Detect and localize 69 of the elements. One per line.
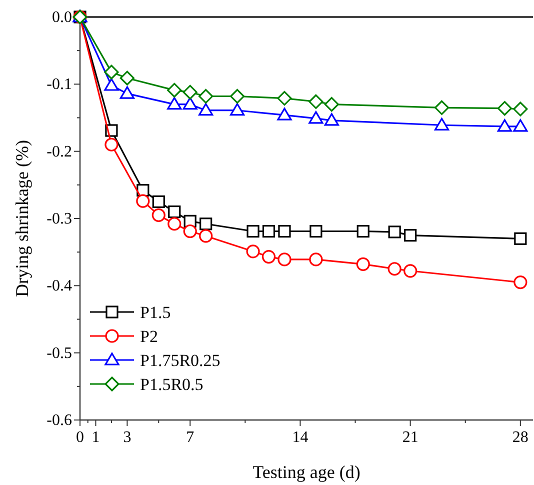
point: [404, 264, 418, 278]
point: [168, 217, 182, 231]
point: [167, 82, 182, 98]
legend-label: P1.5: [140, 303, 171, 322]
point: [310, 224, 322, 238]
point: [198, 103, 214, 116]
point: [167, 97, 182, 110]
x-tick-label: 7: [186, 429, 194, 446]
x-tick-label: 21: [402, 429, 418, 446]
point: [434, 100, 450, 115]
point: [104, 138, 118, 152]
point: [182, 97, 198, 110]
point: [324, 113, 339, 126]
y-axis-title: Drying shrinkage (%): [12, 140, 32, 297]
point: [168, 205, 181, 218]
point: [182, 84, 198, 100]
point: [278, 252, 292, 266]
y-tick-label: -0.6: [46, 412, 72, 429]
point: [104, 64, 119, 80]
point: [262, 224, 276, 238]
y-tick-label: 0.0: [52, 9, 72, 26]
point: [230, 88, 245, 104]
x-tick-label: 1: [92, 429, 100, 446]
point: [497, 119, 512, 132]
x-axis-title: Testing age (d): [252, 462, 360, 482]
point: [308, 94, 324, 109]
legend-label: P1.75R0.25: [140, 351, 220, 370]
point: [404, 228, 417, 242]
point: [199, 229, 213, 243]
point: [200, 218, 212, 230]
point: [120, 86, 134, 99]
point: [104, 78, 119, 91]
point: [246, 244, 260, 258]
point: [246, 224, 260, 238]
point: [388, 226, 401, 238]
y-tick-label: -0.1: [46, 76, 72, 94]
point: [230, 103, 245, 116]
point: [514, 232, 527, 245]
x-tick-label: 0: [76, 429, 84, 446]
y-tick-label: -0.4: [46, 278, 72, 295]
point: [183, 224, 197, 238]
point: [152, 195, 165, 208]
point: [356, 257, 370, 271]
point: [277, 108, 292, 120]
point: [152, 208, 166, 222]
point: [120, 70, 134, 86]
legend-label: P1.5R0.5: [140, 375, 204, 394]
x-tick-label: 3: [123, 429, 132, 446]
point: [513, 102, 528, 116]
point: [308, 111, 324, 124]
point: [514, 276, 528, 290]
y-tick-label: -0.2: [46, 143, 72, 160]
y-tick-label: -0.5: [46, 344, 72, 362]
legend-label: P2: [140, 327, 158, 346]
point: [309, 252, 323, 266]
point: [324, 97, 339, 112]
point: [388, 262, 402, 276]
point: [198, 88, 214, 104]
x-tick-label: 28: [512, 429, 528, 446]
point: [497, 101, 512, 116]
point: [513, 119, 528, 132]
point: [356, 224, 370, 238]
point: [434, 118, 450, 130]
point: [278, 224, 291, 238]
point: [262, 250, 276, 264]
point: [277, 90, 292, 106]
point: [136, 194, 150, 208]
y-tick-label: -0.3: [46, 210, 72, 228]
x-tick-label: 14: [292, 429, 308, 446]
